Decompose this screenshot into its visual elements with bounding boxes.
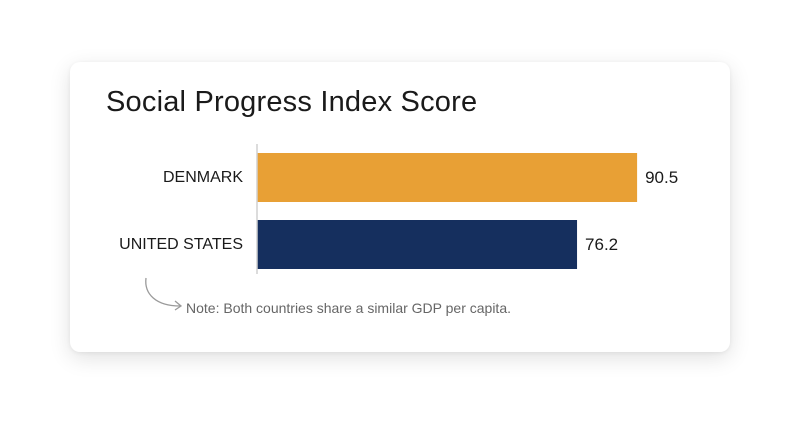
curved-arrow-icon xyxy=(145,277,183,311)
category-label-denmark: DENMARK xyxy=(163,169,243,186)
chart-note: Note: Both countries share a similar GDP… xyxy=(186,300,512,316)
bar-denmark xyxy=(257,153,638,202)
category-label-united-states: UNITED STATES xyxy=(119,236,243,253)
bar-chart: DENMARK 90.5 UNITED STATES 76.2 xyxy=(119,144,678,274)
value-label-united-states: 76.2 xyxy=(585,235,618,254)
chart-card: Social Progress Index Score DENMARK 90.5 U… xyxy=(70,62,730,352)
bar-united-states xyxy=(257,220,578,269)
chart-title: Social Progress Index Score xyxy=(106,86,478,118)
value-label-denmark: 90.5 xyxy=(645,168,678,187)
